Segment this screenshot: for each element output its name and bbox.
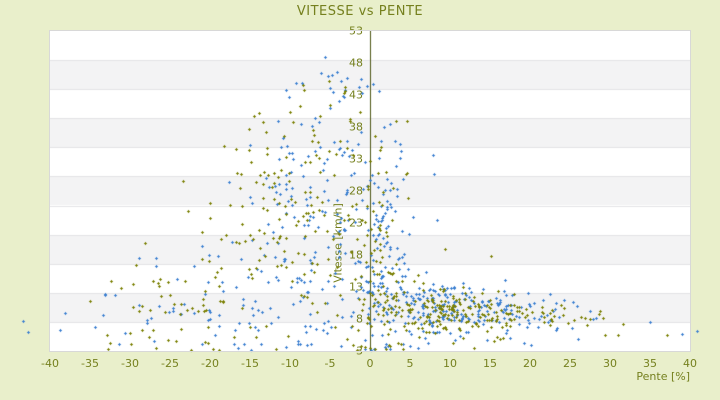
x-tick-label: 0 [366,357,374,370]
x-tick-label: -5 [324,357,336,370]
x-tick-label: -40 [41,357,59,370]
x-tick-label: -15 [241,357,259,370]
x-tick-label: 15 [483,357,497,370]
x-tick-label: 30 [603,357,617,370]
x-tick-label: 35 [643,357,657,370]
x-tick-label: 40 [683,357,697,370]
y-tick-label: 28 [349,184,363,198]
x-tick-label: 20 [523,357,537,370]
y-axis-title: Vitesse [km/h] [331,203,345,283]
y-tick-label: 53 [349,24,363,38]
plot-background-canvas [50,31,690,351]
x-tick-label: 5 [406,357,414,370]
x-tick-label: 25 [563,357,577,370]
x-tick-label: -10 [281,357,299,370]
y-tick-label: 3 [356,344,363,358]
x-tick-label: -25 [161,357,179,370]
y-tick-label: 48 [349,56,363,70]
x-tick-label: -35 [81,357,99,370]
x-axis-title: Pente [%] [636,370,690,383]
x-tick-label: -20 [201,357,219,370]
x-tick-label: 10 [443,357,457,370]
y-tick-label: 8 [356,312,363,326]
chart-title: VITESSE vs PENTE [296,4,424,19]
x-tick-label: -30 [121,357,139,370]
y-tick-label: 43 [349,88,363,102]
y-tick-label: 33 [349,152,363,166]
y-tick-label: 38 [349,120,363,134]
